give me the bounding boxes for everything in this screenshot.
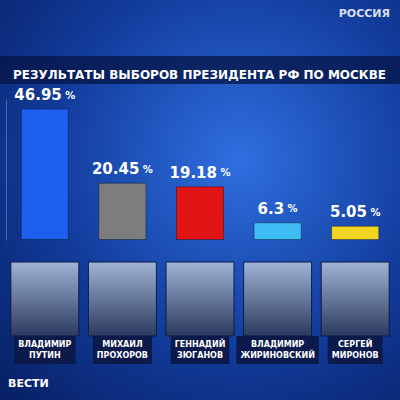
svg-text:ВЕСТИ: ВЕСТИ xyxy=(8,377,49,390)
svg-text:20.45: 20.45 xyxy=(92,160,139,178)
svg-text:РОССИЯ: РОССИЯ xyxy=(339,7,390,20)
svg-text:РЕЗУЛЬТАТЫ ВЫБОРОВ ПРЕЗИДЕНТА: РЕЗУЛЬТАТЫ ВЫБОРОВ ПРЕЗИДЕНТА РФ ПО МОСК… xyxy=(13,68,386,82)
svg-text:ПРОХОРОВ: ПРОХОРОВ xyxy=(97,351,148,360)
svg-text:ЖИРИНОВСКИЙ: ЖИРИНОВСКИЙ xyxy=(240,349,314,360)
svg-text:%: % xyxy=(139,164,153,175)
svg-text:19.18: 19.18 xyxy=(170,164,217,182)
svg-text:СЕРГЕЙ: СЕРГЕЙ xyxy=(338,338,372,349)
svg-text:%: % xyxy=(284,203,298,214)
svg-text:%: % xyxy=(367,207,381,218)
svg-text:ЗЮГАНОВ: ЗЮГАНОВ xyxy=(177,351,223,360)
svg-text:%: % xyxy=(217,167,231,178)
svg-text:ПУТИН: ПУТИН xyxy=(29,351,61,360)
svg-text:46.95: 46.95 xyxy=(14,86,61,104)
svg-text:ГЕННАДИЙ: ГЕННАДИЙ xyxy=(175,338,226,349)
svg-text:5.05: 5.05 xyxy=(330,203,367,221)
svg-text:%: % xyxy=(62,90,76,101)
svg-text:ВЛАДИМИР: ВЛАДИМИР xyxy=(251,340,304,349)
svg-text:6.3: 6.3 xyxy=(258,200,285,218)
svg-text:МИХАИЛ: МИХАИЛ xyxy=(102,340,142,349)
svg-text:МИРОНОВ: МИРОНОВ xyxy=(332,351,379,360)
svg-text:ВЛАДИМИР: ВЛАДИМИР xyxy=(18,340,71,349)
